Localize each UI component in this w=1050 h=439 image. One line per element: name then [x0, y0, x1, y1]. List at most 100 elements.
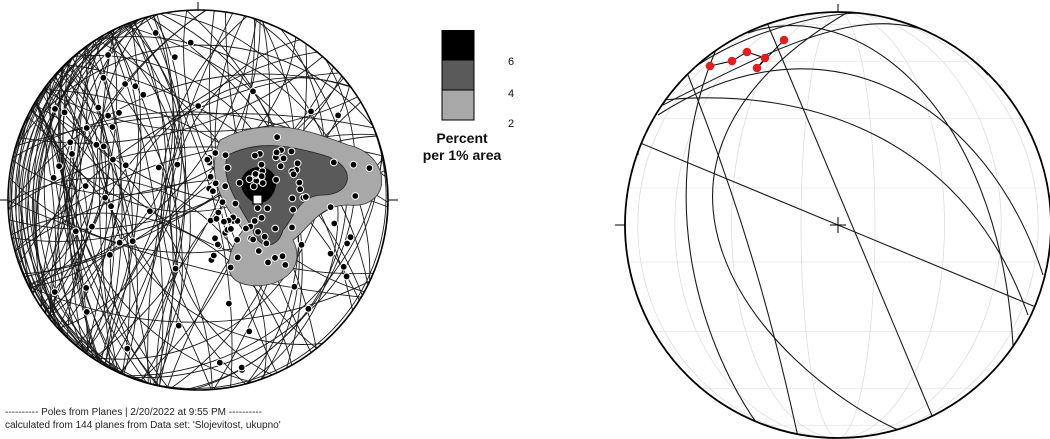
- pole-point: [99, 142, 108, 151]
- pole-point: [123, 344, 132, 353]
- great-circle: [767, 24, 939, 431]
- pole-point: [186, 38, 195, 47]
- pole-point: [220, 217, 228, 226]
- legend-tick-6: 6: [508, 56, 515, 68]
- pole-point: [249, 87, 257, 96]
- pole-point: [288, 194, 297, 203]
- great-circle: [54, 74, 152, 385]
- pole-point: [115, 108, 123, 117]
- great-circle: [637, 12, 859, 156]
- great-circle: [8, 75, 343, 230]
- pole-point: [257, 213, 266, 222]
- pole-point: [71, 227, 80, 236]
- pole-point: [55, 162, 63, 171]
- pole-point: [260, 232, 269, 241]
- pole-point: [221, 182, 230, 191]
- pole-point: [301, 193, 310, 201]
- pole-point: [279, 154, 288, 163]
- pole-point: [271, 253, 279, 262]
- pole-point: [237, 363, 246, 372]
- pole-point: [289, 170, 298, 179]
- pole-point: [242, 224, 250, 233]
- great-circle: [662, 97, 1029, 316]
- pole-point: [339, 262, 348, 271]
- pole-point: [245, 327, 254, 336]
- great-circle: [48, 30, 140, 318]
- great-circle: [30, 109, 88, 317]
- great-circle: [34, 35, 104, 335]
- pole-point: [209, 251, 218, 260]
- pole-point: [330, 219, 339, 228]
- pole-point: [254, 247, 263, 255]
- great-circle: [28, 280, 370, 323]
- legend-tick-2: 2: [508, 118, 515, 130]
- pole-point: [206, 172, 215, 181]
- pole-point: [226, 263, 235, 272]
- great-circle: [75, 41, 95, 359]
- pole-point: [250, 217, 259, 225]
- great-circle: [22, 20, 261, 275]
- poles-group: [49, 29, 374, 374]
- pole-point: [225, 299, 233, 308]
- great-circle: [18, 72, 340, 265]
- pole-point: [329, 158, 338, 167]
- great-circle: [657, 68, 1044, 276]
- pole-point: [326, 203, 335, 212]
- highlight-pole: [742, 47, 752, 57]
- pole-point: [88, 222, 96, 231]
- legend-tick-4: 4: [508, 88, 515, 100]
- pole-point: [104, 111, 112, 120]
- pole-point: [264, 258, 272, 267]
- grid-meridian: [731, 12, 945, 438]
- pole-point: [334, 111, 343, 120]
- right-stereonet-panel: [600, 0, 1050, 439]
- pole-point: [173, 160, 182, 169]
- pole-point: [276, 162, 285, 171]
- pole-point: [271, 224, 280, 233]
- pole-point: [99, 73, 108, 82]
- great-circle: [100, 16, 323, 345]
- highlight-pole: [752, 63, 762, 73]
- grid-meridian: [800, 12, 876, 438]
- pole-point: [50, 288, 59, 296]
- great-circle: [15, 113, 374, 147]
- legend-swatch-high: [441, 30, 475, 61]
- pole-point: [273, 133, 282, 142]
- pole-point: [233, 253, 242, 262]
- great-circle: [747, 25, 1014, 346]
- pole-point: [211, 149, 220, 157]
- legend-swatches: [441, 30, 475, 121]
- great-circle: [24, 77, 344, 278]
- great-circle: [32, 47, 88, 294]
- great-circle: [21, 26, 154, 386]
- pole-point: [296, 185, 305, 194]
- pole-point: [346, 233, 355, 242]
- caption-line-2: calculated from 144 planes from Data set…: [5, 420, 281, 431]
- pole-point: [227, 225, 235, 233]
- pole-point: [211, 234, 219, 243]
- great-circle: [185, 17, 348, 390]
- pole-point: [151, 29, 160, 37]
- great-circle: [11, 66, 335, 242]
- great-circle: [41, 92, 374, 275]
- pole-point: [104, 51, 112, 59]
- great-circle: [58, 67, 160, 387]
- pole-point: [121, 161, 130, 170]
- pole-point: [211, 179, 220, 188]
- pole-point: [115, 238, 124, 247]
- pole-point: [213, 240, 222, 249]
- great-circle: [169, 39, 301, 376]
- great-circle: [60, 67, 133, 353]
- pole-point: [146, 207, 154, 216]
- highlight-pole: [727, 56, 737, 66]
- pole-point: [82, 284, 91, 292]
- pole-point: [209, 187, 217, 196]
- great-circle: [50, 10, 206, 321]
- pole-point: [170, 53, 179, 61]
- pole-point: [249, 235, 258, 244]
- mean-pole-marker: [252, 194, 263, 205]
- pole-point: [131, 82, 140, 91]
- great-circle: [18, 56, 323, 144]
- highlight-pole: [779, 35, 789, 45]
- pole-point: [365, 164, 374, 173]
